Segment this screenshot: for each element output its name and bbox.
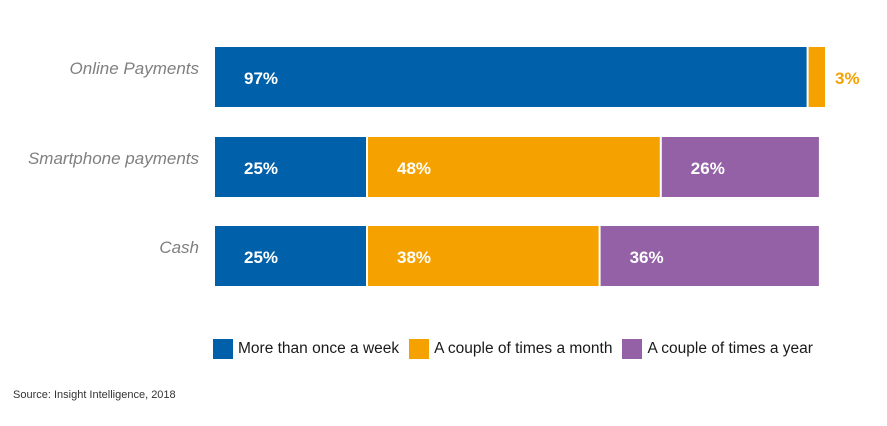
category-label-0: Online Payments xyxy=(70,59,200,78)
legend-label-weekly: More than once a week xyxy=(238,340,400,357)
value-label-1-0: 25% xyxy=(244,159,278,178)
source-note: Source: Insight Intelligence, 2018 xyxy=(13,389,176,401)
legend-label-monthly: A couple of times a month xyxy=(434,340,613,357)
legend-item-weekly: More than once a week xyxy=(213,339,399,359)
legend-swatch-monthly xyxy=(409,339,430,359)
value-label-1-1: 48% xyxy=(397,159,431,178)
value-label-2-1: 38% xyxy=(397,248,431,267)
legend-label-yearly: A couple of times a year xyxy=(647,340,813,357)
bar-segment-2-1 xyxy=(368,226,599,286)
legend-swatch-weekly xyxy=(213,339,233,359)
bar-segment-1-2 xyxy=(661,137,819,197)
legend-item-monthly: A couple of times a month xyxy=(409,339,612,359)
value-label-2-2: 36% xyxy=(630,248,664,267)
bar-segment-2-0 xyxy=(215,226,366,286)
value-label-0-1: 3% xyxy=(835,69,860,88)
bar-segment-1-0 xyxy=(215,137,366,197)
stacked-bar-chart: Online Payments 97% 3% Smartphone payments 2… xyxy=(28,47,860,286)
bar-segment-0-0 xyxy=(215,47,807,107)
value-label-1-2: 26% xyxy=(691,159,725,178)
bar-segment-1-1 xyxy=(368,137,660,197)
bar-segment-2-2 xyxy=(600,226,819,286)
category-label-1: Smartphone payments xyxy=(28,149,200,168)
value-label-0-0: 97% xyxy=(244,69,278,88)
value-label-2-0: 25% xyxy=(244,248,278,267)
legend-item-yearly: A couple of times a year xyxy=(622,339,813,359)
legend-swatch-yearly xyxy=(622,339,643,359)
bar-segment-0-1 xyxy=(808,47,825,107)
category-label-2: Cash xyxy=(159,238,199,257)
legend: More than once a week A couple of times … xyxy=(213,339,813,359)
